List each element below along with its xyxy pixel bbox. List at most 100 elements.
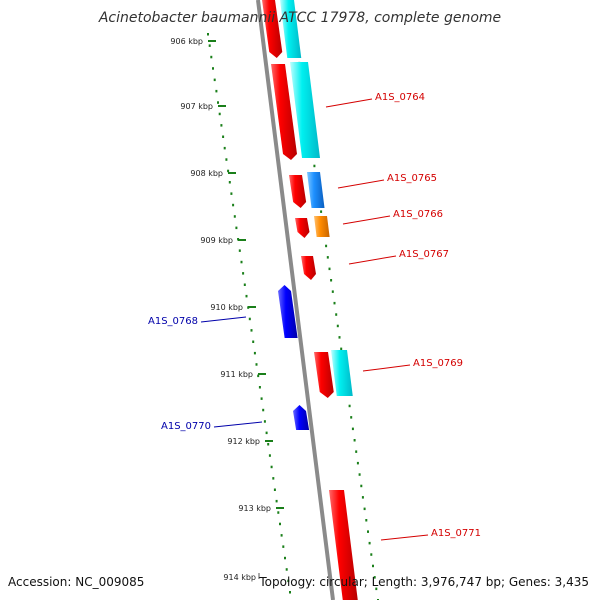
track-dot [212,67,214,70]
track-dot [242,272,245,275]
gene-feature-block [301,256,316,280]
track-dot [356,461,359,465]
track-dot [263,420,266,423]
track-dot [279,522,281,526]
map-title: Acinetobacter baumannii ATCC 17978, comp… [98,10,501,26]
kbp-tick-label: 914 kbp [223,573,256,582]
track-dot [282,545,285,548]
gene-label: A1S_0767 [399,249,449,260]
gene-feature-block [295,218,310,238]
track-dot [213,78,216,82]
track-dot [333,301,336,305]
track-dot [240,260,243,264]
track-dot [230,192,233,195]
track-dot [277,511,280,514]
kbp-tick-label: 911 kbp [220,370,253,379]
track-dot [367,530,369,533]
track-dot [363,507,366,511]
track-dot [222,135,225,138]
track-dot [265,431,268,435]
track-dot [255,363,258,366]
gene-label-leader [348,255,397,265]
track-dot [351,427,354,431]
gene-feature-block [271,64,297,160]
gene-label: A1S_0769 [413,358,463,369]
track-dot [273,488,276,491]
track-dot [218,112,221,116]
track-dot [320,210,323,213]
track-dot [250,329,253,332]
track-dot [270,465,273,469]
track-dot [262,408,265,412]
track-dot [248,317,251,321]
track-dot [252,340,255,343]
gene-label-leader [213,421,263,428]
track-dot [285,568,288,571]
gene-label: A1S_0765 [387,173,437,184]
track-dot [215,89,218,93]
track-dot [325,244,328,248]
track-dot [287,579,290,583]
track-dot [258,386,261,389]
track-dot [335,313,338,316]
gene-feature-block [290,62,320,158]
gene-label-leader [342,215,391,225]
gene-label-leader [200,316,247,323]
track-dot [268,454,271,457]
gene-feature-block [293,405,310,430]
track-dot [360,484,363,488]
track-dot [373,576,376,579]
accession-text: Accession: NC_009085 [8,575,144,589]
gene-features [262,0,358,600]
track-dot [361,496,364,499]
tick-labels: 906 kbp 907 kbp 908 kbp 909 kbp 910 kbp 911 k… [170,37,271,582]
track-dot [245,294,248,298]
track-dot [338,336,341,339]
track-dot [208,44,211,47]
track-dot [348,404,351,408]
track-dot [210,55,213,59]
kbp-tick-label: 908 kbp [190,169,223,178]
gene-feature-block [280,0,302,58]
track-dot [289,591,291,594]
gene-label: A1S_0766 [393,209,443,220]
gene-label: A1S_0770 [161,421,211,432]
track-dot [340,347,343,351]
track-dot [353,439,356,442]
track-dot [227,169,230,173]
track-dot [358,473,361,476]
track-dot [257,374,260,378]
kbp-tick-label: 909 kbp [200,236,233,245]
track-dot [260,397,263,400]
gene-feature-block [278,285,298,338]
track-dot [330,279,333,282]
gene-label-leader [325,98,373,108]
track-dot [355,450,358,453]
gene-feature-block [331,350,353,396]
track-dot [313,164,316,168]
gene-feature-block [314,352,334,398]
kbp-tick-label: 913 kbp [238,504,271,513]
track-dot [275,499,278,503]
tick-marks [207,33,379,600]
gene-labels: A1S_0764 A1S_0765 A1S_0766 A1S_0767 A1S_0768… [148,92,481,541]
track-dot [235,226,238,230]
track-dot [238,249,241,252]
gene-label-leader [362,364,411,372]
gene-feature-block [329,490,358,600]
track-dot [331,290,334,293]
track-dot [233,215,236,218]
gene-feature-block [307,172,325,208]
gene-feature-block [289,175,307,208]
track-dot [350,416,353,419]
track-dot [225,158,228,161]
track-dot [326,256,329,259]
gene-label-leader [380,534,429,541]
kbp-tick-label: 912 kbp [227,437,260,446]
gene-label: A1S_0764 [375,92,425,103]
track-dot [207,33,209,36]
gene-label: A1S_0771 [431,528,481,539]
track-dot [368,541,371,545]
track-dot [220,124,223,127]
track-dot [272,477,275,480]
